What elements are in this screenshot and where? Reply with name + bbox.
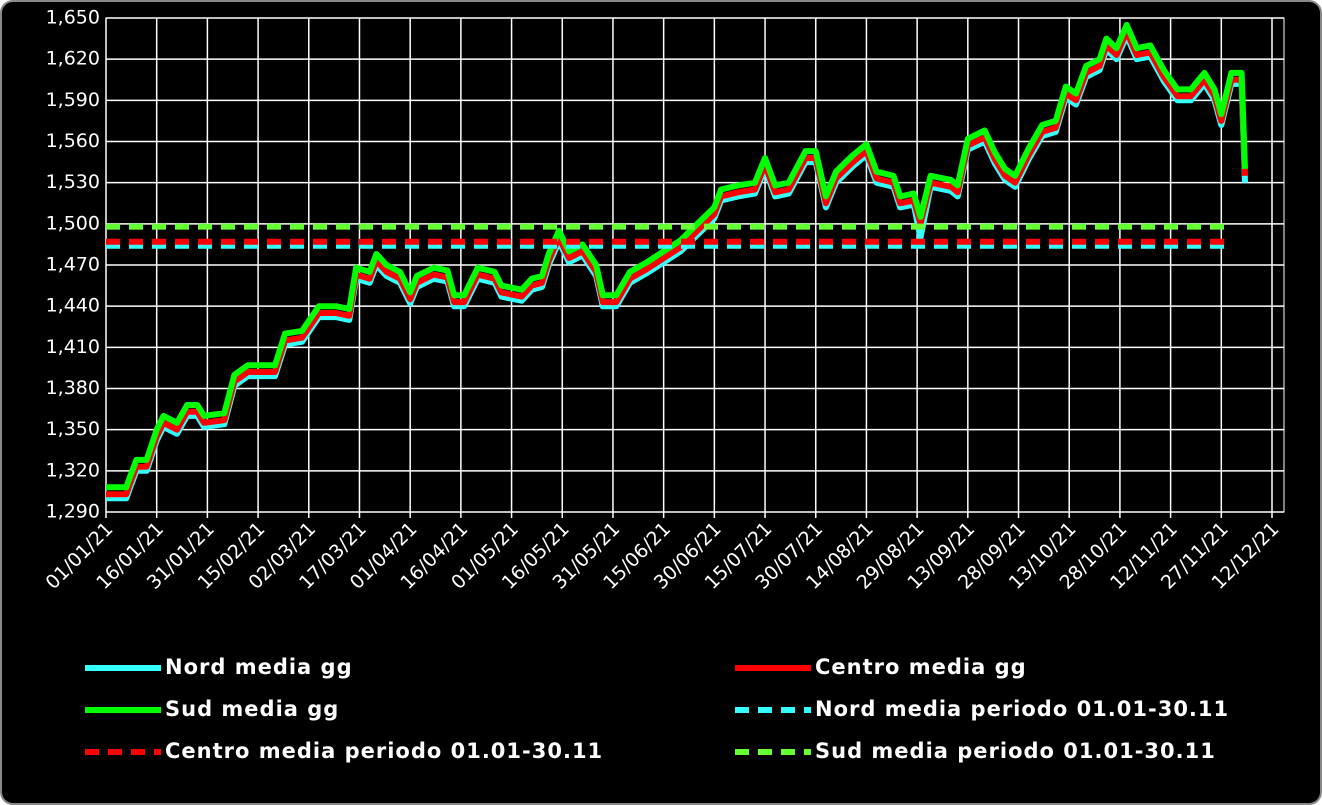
y-tick-label: 1,650 <box>46 7 100 29</box>
legend-label: Centro media periodo 01.01-30.11 <box>165 739 603 763</box>
legend-label: Nord media gg <box>165 655 353 679</box>
y-tick-label: 1,350 <box>46 418 100 440</box>
legend-label: Centro media gg <box>815 655 1027 679</box>
y-tick-label: 1,590 <box>46 89 100 111</box>
series-line <box>106 21 1248 491</box>
y-tick-label: 1,410 <box>46 336 100 358</box>
y-tick-label: 1,470 <box>46 254 100 276</box>
legend-label: Sud media periodo 01.01-30.11 <box>815 739 1216 763</box>
y-tick-label: 1,620 <box>46 48 100 70</box>
y-tick-label: 1,530 <box>46 171 100 193</box>
y-tick-label: 1,320 <box>46 459 100 481</box>
y-tick-label: 1,440 <box>46 295 100 317</box>
y-tick-label: 1,290 <box>46 501 100 523</box>
y-tick-label: 1,500 <box>46 212 100 234</box>
legend-label: Nord media periodo 01.01-30.11 <box>815 697 1229 721</box>
legend-label: Sud media gg <box>165 697 339 721</box>
y-tick-label: 1,560 <box>46 130 100 152</box>
y-tick-label: 1,380 <box>46 377 100 399</box>
